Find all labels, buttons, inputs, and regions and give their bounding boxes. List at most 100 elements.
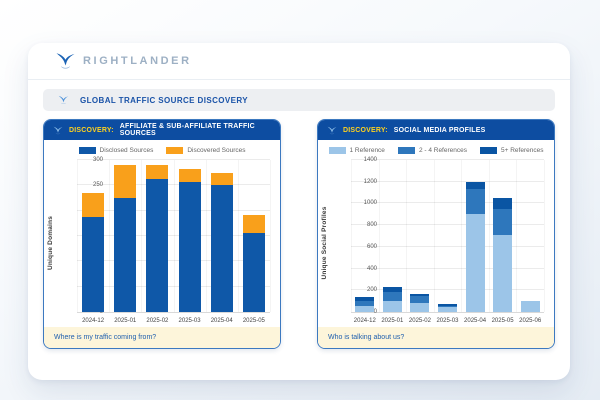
gridline [516, 160, 518, 312]
bar-segment [242, 233, 265, 312]
y-axis-tick-label: 1400 [363, 157, 377, 163]
bar-2025-02[interactable] [410, 160, 430, 312]
y-axis-tick-label: 200 [366, 287, 377, 294]
panel-social-media-profiles: DISCOVERY: SOCIAL MEDIA PROFILES 1 Refer… [317, 119, 555, 349]
bar-segment [410, 302, 430, 312]
chart-area: Unique Domains 050100150200250300 2024-1… [47, 157, 274, 327]
y-axis-tick-label: 600 [366, 243, 377, 250]
dashboard-card: RIGHTLANDER GLOBAL TRAFFIC SOURCE DISCOV… [28, 43, 570, 380]
gridline [77, 159, 270, 160]
gridline [351, 180, 544, 182]
bar-segment [355, 305, 375, 312]
x-axis-tick-label: 2025-03 [436, 318, 459, 324]
bar-2024-12[interactable] [82, 160, 105, 312]
legend-swatch [328, 147, 346, 154]
x-axis-tick-label: 2025-04 [210, 318, 233, 324]
legend-label: 5+ References [501, 147, 544, 154]
legend-item[interactable]: 1 Reference [328, 147, 385, 154]
gridline [77, 260, 270, 262]
gridline [351, 202, 544, 204]
legend-item[interactable]: 5+ References [480, 147, 543, 154]
bar-2025-01[interactable] [382, 160, 402, 312]
y-axis-tick-label: 0 [373, 309, 377, 315]
bar-segment [520, 301, 540, 312]
legend-label: 2 - 4 References [418, 147, 467, 154]
bar-2025-02[interactable] [146, 160, 169, 312]
charts-row: DISCOVERY: AFFILIATE & SUB-AFFILIATE TRA… [28, 119, 570, 349]
bar-2025-01[interactable] [114, 160, 137, 312]
legend-item[interactable]: 2 - 4 References [397, 147, 467, 154]
x-axis-tick-label: 2025-02 [146, 318, 169, 324]
x-axis-tick-label: 2024-12 [353, 318, 376, 324]
bar-2025-05[interactable] [493, 160, 513, 312]
gridline [488, 160, 490, 312]
y-axis-tick-label: 0 [99, 309, 103, 315]
gridline [433, 160, 435, 312]
bar-segment [410, 293, 430, 297]
section-header-global-traffic[interactable]: GLOBAL TRAFFIC SOURCE DISCOVERY [43, 89, 555, 111]
bar-segment [520, 300, 540, 302]
gridline [205, 160, 207, 312]
legend-swatch [480, 147, 497, 154]
bar-segment [355, 300, 375, 306]
y-axis-tick-label: 250 [92, 182, 103, 189]
bar-2024-12[interactable] [355, 160, 375, 312]
bar-2025-05[interactable] [242, 160, 265, 312]
legend-label: 1 Reference [349, 147, 385, 154]
bar-segment [437, 307, 457, 312]
bar-segment [465, 181, 485, 190]
y-axis-tick-label: 300 [92, 157, 103, 163]
bar-2025-04[interactable] [210, 160, 233, 312]
x-axis-tick-label: 2024-12 [82, 318, 105, 324]
bar-segment [465, 214, 485, 312]
discovery-label: DISCOVERY: [69, 126, 114, 134]
brand-logo: RIGHTLANDER [55, 52, 192, 70]
bar-segment [82, 216, 105, 312]
bar-segment [242, 214, 265, 234]
gridline [351, 267, 544, 269]
gridline [109, 160, 111, 312]
bar-segment [437, 305, 457, 308]
panel-footer-question: Who is talking about us? [318, 327, 554, 348]
bar-2025-06[interactable] [520, 160, 540, 312]
legend-item[interactable]: Disclosed Sources [78, 147, 153, 154]
legend-label: Discovered Sources [187, 147, 246, 154]
section-title: GLOBAL TRAFFIC SOURCE DISCOVERY [80, 95, 248, 105]
gridline [77, 285, 270, 287]
gridline [77, 209, 270, 211]
bar-2025-03[interactable] [178, 160, 201, 312]
legend-item[interactable]: Discovered Sources [166, 147, 246, 154]
bird-icon [58, 95, 69, 105]
x-axis-labels: 2024-12 2025-01 2025-02 2025-03 2025-04 2025-… [351, 315, 544, 327]
gridline [237, 160, 239, 312]
plot-grid: 050100150200250300 [77, 157, 271, 315]
gridline [173, 160, 175, 312]
bird-logo-icon [55, 52, 76, 70]
y-axis-tick-label: 800 [366, 222, 377, 229]
gridline [141, 160, 143, 312]
gridline [77, 184, 270, 186]
bar-segment [410, 296, 430, 303]
panel-header: DISCOVERY: SOCIAL MEDIA PROFILES [318, 120, 554, 140]
y-axis-tick-label: 400 [366, 265, 377, 272]
brand-wordmark: RIGHTLANDER [83, 55, 192, 67]
bar-segment [178, 181, 201, 312]
bar-2025-04[interactable] [465, 160, 485, 312]
legend-swatch [397, 147, 415, 154]
bird-icon [327, 126, 337, 135]
y-axis-tick-label: 1000 [363, 200, 377, 207]
bar-2025-03[interactable] [437, 160, 457, 312]
bar-segment [382, 287, 402, 293]
plot-grid: 0 200 400 600 800 1000 1200 1400 [351, 157, 545, 315]
discovery-label: DISCOVERY: [343, 126, 388, 134]
gridline [406, 160, 408, 312]
x-axis-tick-label: 2025-03 [178, 318, 201, 324]
gridline [378, 160, 380, 312]
gridline [77, 160, 78, 312]
gridline [351, 159, 544, 160]
bar-series [77, 160, 270, 312]
gridline [351, 245, 544, 247]
gridline [351, 289, 544, 291]
bar-segment [382, 292, 402, 301]
